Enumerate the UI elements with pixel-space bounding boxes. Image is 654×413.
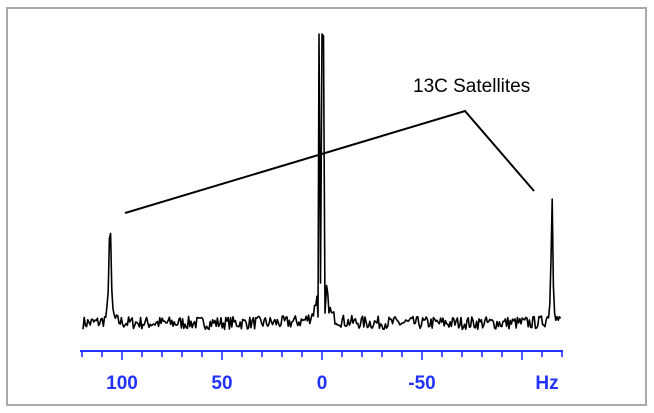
satellite-pointer-lines	[124, 109, 535, 214]
x-axis: 100 50 0 -50 Hz	[80, 350, 563, 394]
x-tick-label: 100	[106, 373, 138, 394]
satellite-label: 13C Satellites	[413, 76, 530, 97]
x-tick-label: 0	[317, 373, 328, 394]
satellite-annotation: 13C Satellites	[124, 76, 535, 214]
spectrum-trace	[82, 33, 562, 331]
x-tick-label: 50	[211, 373, 232, 394]
chart-frame	[6, 7, 647, 406]
x-axis-label: Hz	[535, 373, 558, 394]
x-tick-label: -50	[408, 373, 435, 394]
